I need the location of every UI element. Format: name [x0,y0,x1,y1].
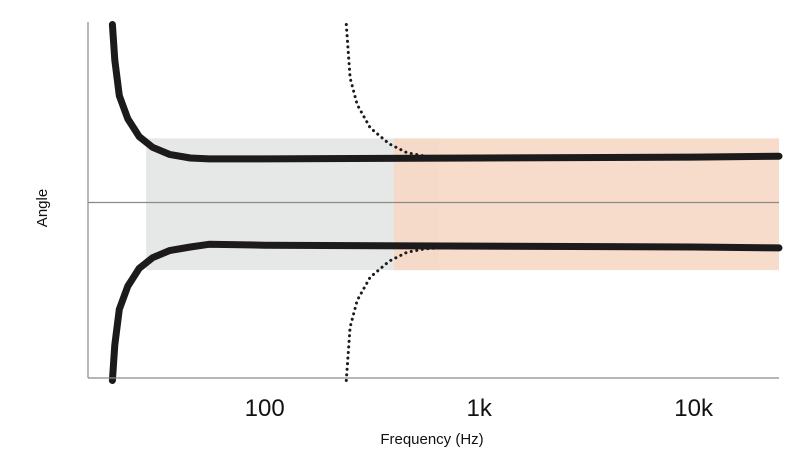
x-tick-labels: 100 1k 10k [245,395,714,422]
y-axis-label: Angle [34,189,51,227]
x-axis-label: Frequency (Hz) [380,431,483,448]
solid-curve-lower [108,240,783,384]
plot-frame [87,22,779,379]
x-tick-label-10k: 10k [674,395,714,422]
series-layer [108,21,783,384]
dotted-curve-lower [344,246,441,382]
x-tick-label-1k: 1k [466,395,492,422]
dotted-curve-upper [344,23,441,159]
x-tick-label-100: 100 [245,395,285,422]
solid-curve-upper [108,21,783,163]
